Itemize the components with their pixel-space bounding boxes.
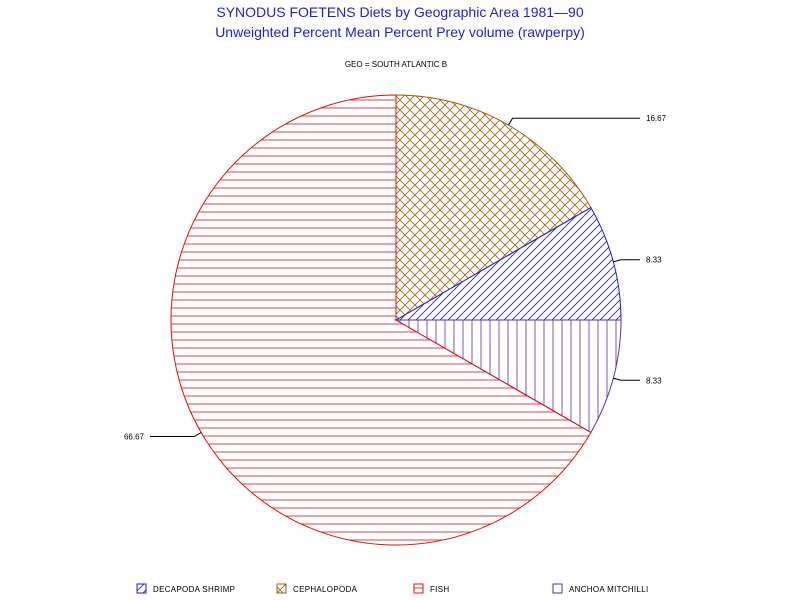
legend-item: FISH [413, 583, 449, 594]
pie-slice-cephalopoda [395, 94, 592, 321]
leader-line [613, 377, 640, 381]
legend-swatch [276, 583, 287, 594]
pie-slice-decapoda-shrimp [394, 206, 622, 321]
slice-value-label: 16.67 [646, 114, 667, 123]
legend-label: DECAPODA SHRIMP [153, 585, 235, 594]
legend-item: ANCHOA MITCHILLI [552, 583, 648, 594]
legend: DECAPODA SHRIMP CEPHALOPODA FISH ANCHOA MIT… [136, 583, 648, 594]
slice-value-label: 66.67 [124, 433, 145, 442]
slice-value-label: 8.33 [646, 376, 662, 385]
chart-subtitle: Unweighted Percent Mean Percent Prey vol… [215, 24, 585, 40]
legend-swatch [136, 583, 147, 594]
leader-line [508, 117, 640, 126]
group-label: GEO = SOUTH ATLANTIC B [345, 60, 447, 69]
legend-label: FISH [430, 585, 449, 594]
pie-labels: 16.67 8.33 8.33 66.67 [124, 114, 667, 441]
chart-title: SYNODUS FOETENS Diets by Geographic Area… [216, 4, 583, 20]
pie-slice-anchoa-mitchilli [394, 319, 622, 434]
pie-slices [170, 94, 622, 546]
slice-value-label: 8.33 [646, 256, 662, 265]
legend-label: CEPHALOPODA [293, 585, 358, 594]
leader-line [150, 432, 202, 438]
legend-label: ANCHOA MITCHILLI [569, 585, 648, 594]
legend-item: DECAPODA SHRIMP [136, 583, 235, 594]
legend-swatch [552, 583, 563, 594]
legend-item: CEPHALOPODA [276, 583, 358, 594]
leader-line [613, 259, 640, 263]
legend-swatch [413, 583, 424, 594]
